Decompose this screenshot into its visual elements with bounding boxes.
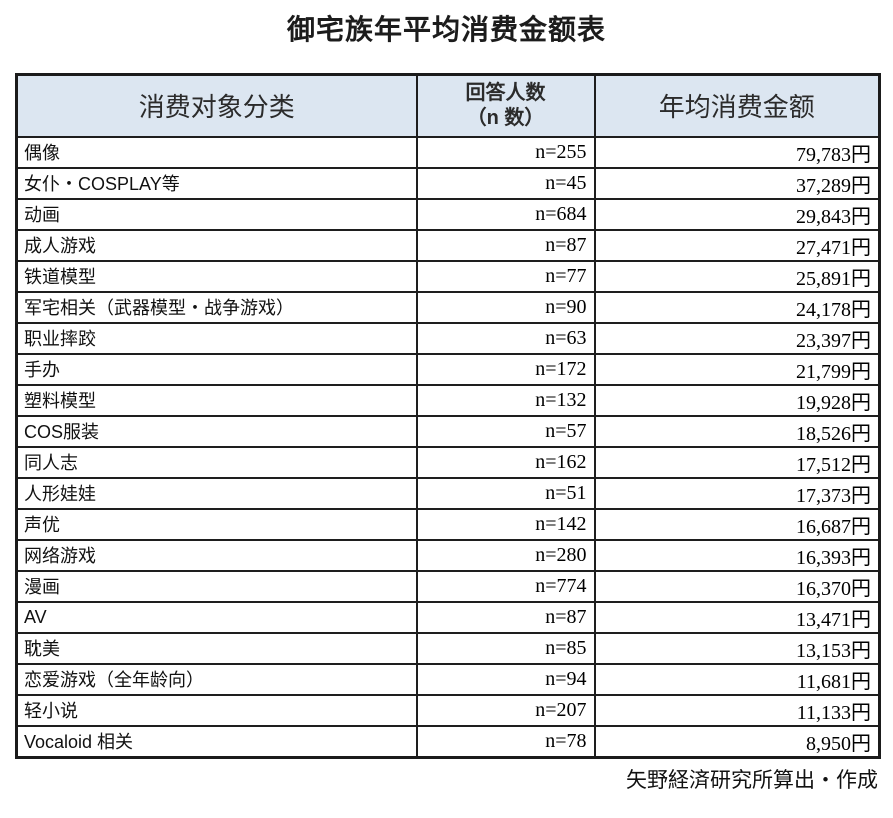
respondents-cell: n=94 [415, 662, 596, 696]
amount-cell: 16,393円 [593, 538, 881, 572]
category-cell: Vocaloid 相关 [15, 724, 418, 758]
category-cell: 偶像 [15, 135, 418, 169]
amount-cell: 11,681円 [593, 662, 881, 696]
amount-cell: 24,178円 [593, 290, 881, 324]
amount-cell: 8,950円 [593, 724, 881, 758]
respondents-cell: n=207 [415, 693, 596, 727]
table-row: 塑料模型 n=132 19,928円 [15, 383, 881, 417]
table-header: 消费对象分类 回答人数 （n 数） 年均消费金额 [15, 73, 881, 138]
respondents-cell: n=684 [415, 197, 596, 231]
respondents-cell: n=77 [415, 259, 596, 293]
amount-cell: 25,891円 [593, 259, 881, 293]
category-cell: 职业摔跤 [15, 321, 418, 355]
table-row: 声优 n=142 16,687円 [15, 507, 881, 541]
category-cell: 铁道模型 [15, 259, 418, 293]
table-row: 恋爱游戏（全年龄向） n=94 11,681円 [15, 662, 881, 696]
table-row: 偶像 n=255 79,783円 [15, 135, 881, 169]
table-row: 职业摔跤 n=63 23,397円 [15, 321, 881, 355]
respondents-cell: n=255 [415, 135, 596, 169]
respondents-cell: n=78 [415, 724, 596, 758]
respondents-cell: n=90 [415, 290, 596, 324]
category-cell: 网络游戏 [15, 538, 418, 572]
category-cell: 手办 [15, 352, 418, 386]
category-cell: COS服装 [15, 414, 418, 448]
table-body: 偶像 n=255 79,783円 女仆・COSPLAY等 n=45 37,289… [15, 135, 881, 758]
respondents-cell: n=45 [415, 166, 596, 200]
table-row: 网络游戏 n=280 16,393円 [15, 538, 881, 572]
table-row: 军宅相关（武器模型・战争游戏） n=90 24,178円 [15, 290, 881, 324]
respondents-cell: n=172 [415, 352, 596, 386]
amount-cell: 19,928円 [593, 383, 881, 417]
respondents-cell: n=63 [415, 321, 596, 355]
page-title: 御宅族年平均消费金额表 [286, 14, 606, 45]
respondents-cell: n=85 [415, 631, 596, 665]
category-cell: 女仆・COSPLAY等 [15, 166, 418, 200]
amount-cell: 17,373円 [593, 476, 881, 510]
amount-cell: 21,799円 [593, 352, 881, 386]
amount-cell: 27,471円 [593, 228, 881, 262]
table-row: 漫画 n=774 16,370円 [15, 569, 881, 603]
table-row: 成人游戏 n=87 27,471円 [15, 228, 881, 262]
header-amount: 年均消费金额 [593, 73, 881, 138]
amount-cell: 18,526円 [593, 414, 881, 448]
amount-cell: 29,843円 [593, 197, 881, 231]
amount-cell: 37,289円 [593, 166, 881, 200]
header-respondents-line2: （n 数） [466, 106, 545, 129]
table-row: 耽美 n=85 13,153円 [15, 631, 881, 665]
amount-cell: 79,783円 [593, 135, 881, 169]
respondents-cell: n=142 [415, 507, 596, 541]
table-row: 铁道模型 n=77 25,891円 [15, 259, 881, 293]
respondents-cell: n=162 [415, 445, 596, 479]
category-cell: 恋爱游戏（全年龄向） [15, 662, 418, 696]
table-row: Vocaloid 相关 n=78 8,950円 [15, 724, 881, 758]
amount-cell: 13,153円 [593, 631, 881, 665]
amount-cell: 23,397円 [593, 321, 881, 355]
category-cell: 耽美 [15, 631, 418, 665]
category-cell: 塑料模型 [15, 383, 418, 417]
header-row: 消费对象分类 回答人数 （n 数） 年均消费金额 [15, 73, 881, 138]
table-row: 动画 n=684 29,843円 [15, 197, 881, 231]
table-row: 同人志 n=162 17,512円 [15, 445, 881, 479]
respondents-cell: n=132 [415, 383, 596, 417]
category-cell: AV [15, 600, 418, 634]
table-row: AV n=87 13,471円 [15, 600, 881, 634]
table-row: 轻小说 n=207 11,133円 [15, 693, 881, 727]
respondents-cell: n=57 [415, 414, 596, 448]
amount-cell: 11,133円 [593, 693, 881, 727]
header-respondents: 回答人数 （n 数） [415, 73, 596, 138]
table-row: 人形娃娃 n=51 17,373円 [15, 476, 881, 510]
category-cell: 人形娃娃 [15, 476, 418, 510]
respondents-cell: n=280 [415, 538, 596, 572]
source-note: 矢野経済研究所算出・作成 [626, 767, 878, 792]
amount-cell: 16,370円 [593, 569, 881, 603]
table-row: 手办 n=172 21,799円 [15, 352, 881, 386]
category-cell: 成人游戏 [15, 228, 418, 262]
amount-cell: 16,687円 [593, 507, 881, 541]
category-cell: 军宅相关（武器模型・战争游戏） [15, 290, 418, 324]
respondents-cell: n=774 [415, 569, 596, 603]
header-category: 消费对象分类 [15, 73, 418, 138]
amount-cell: 13,471円 [593, 600, 881, 634]
category-cell: 漫画 [15, 569, 418, 603]
respondents-cell: n=87 [415, 228, 596, 262]
category-cell: 动画 [15, 197, 418, 231]
category-cell: 同人志 [15, 445, 418, 479]
category-cell: 声优 [15, 507, 418, 541]
respondents-cell: n=51 [415, 476, 596, 510]
amount-cell: 17,512円 [593, 445, 881, 479]
table-row: 女仆・COSPLAY等 n=45 37,289円 [15, 166, 881, 200]
respondents-cell: n=87 [415, 600, 596, 634]
category-cell: 轻小说 [15, 693, 418, 727]
header-respondents-line1: 回答人数 [465, 81, 546, 104]
consumption-table: 消费对象分类 回答人数 （n 数） 年均消费金额 偶像 n=255 79,783… [15, 73, 881, 759]
table-row: COS服装 n=57 18,526円 [15, 414, 881, 448]
